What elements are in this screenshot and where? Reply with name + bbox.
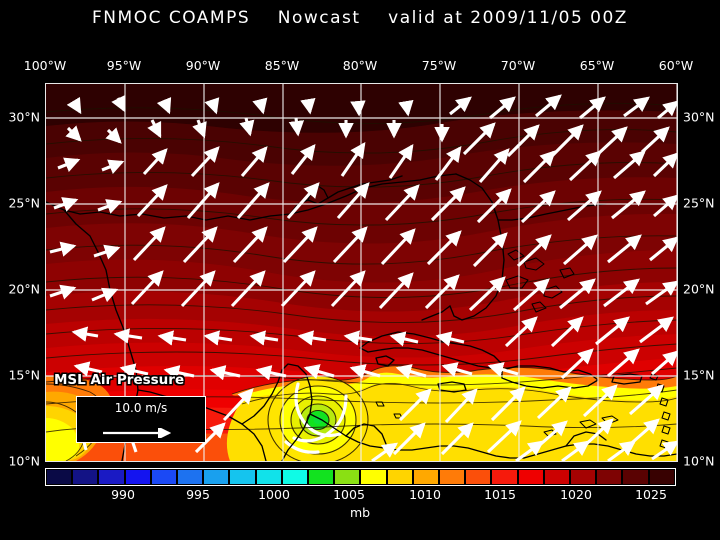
lat-tick-label: 10°N: [8, 453, 40, 469]
lat-tick-label: 20°N: [683, 281, 715, 297]
colorbar-cell[interactable]: [150, 469, 178, 485]
colorbar-cell[interactable]: [229, 469, 256, 485]
vector-key-arrow-icon: [103, 428, 172, 438]
lat-tick-label: 20°N: [8, 281, 40, 297]
map-panel[interactable]: MSL Air Pressure 10.0 m/s: [45, 83, 678, 462]
colorbar-cell[interactable]: [124, 469, 151, 485]
colorbar-tick-label: 995: [186, 487, 210, 502]
colorbar-cell[interactable]: [360, 469, 387, 485]
field-label: MSL Air Pressure: [54, 372, 185, 388]
colorbar-cell[interactable]: [255, 469, 282, 485]
colorbar-cell[interactable]: [648, 469, 675, 485]
colorbar-cell[interactable]: [543, 469, 571, 485]
lon-tick-label: 85°W: [264, 58, 300, 73]
colorbar-tick-label: 1025: [635, 487, 667, 502]
lat-tick-label: 30°N: [8, 109, 40, 125]
colorbar-cell[interactable]: [570, 469, 597, 485]
colorbar-cell[interactable]: [439, 469, 466, 485]
lon-tick-label: 60°W: [658, 58, 694, 73]
longitude-axis: 100°W 95°W 90°W 85°W 80°W 75°W 70°W 65°W…: [0, 58, 720, 74]
lat-tick-label: 15°N: [8, 367, 40, 383]
colorbar-cell[interactable]: [46, 469, 73, 485]
colorbar-cell[interactable]: [491, 469, 518, 485]
lon-tick-label: 80°W: [342, 58, 378, 73]
colorbar-cell[interactable]: [596, 469, 623, 485]
colorbar-cell[interactable]: [98, 469, 125, 485]
lat-tick-label: 10°N: [683, 453, 715, 469]
page-title: FNMOC COAMPS Nowcast valid at 2009/11/05…: [92, 8, 628, 28]
vector-key-box: 10.0 m/s: [76, 396, 206, 443]
colorbar-cell[interactable]: [177, 469, 204, 485]
colorbar-tick-label: 1000: [258, 487, 290, 502]
colorbar-tick-label: 1015: [484, 487, 516, 502]
colorbar-tick-labels: 990 995 1000 1005 1010 1015 1020 1025: [45, 487, 676, 505]
colorbar-cell[interactable]: [203, 469, 230, 485]
colorbar-cell[interactable]: [281, 469, 309, 485]
lon-tick-label: 90°W: [185, 58, 221, 73]
lat-tick-label: 25°N: [8, 195, 40, 211]
pressure-colorbar[interactable]: [45, 468, 676, 486]
colorbar-unit-label: mb: [349, 505, 371, 520]
lon-tick-label: 75°W: [421, 58, 457, 73]
lat-tick-label: 30°N: [683, 109, 715, 125]
lon-tick-label: 95°W: [106, 58, 142, 73]
colorbar-cell[interactable]: [517, 469, 544, 485]
colorbar-cell[interactable]: [72, 469, 99, 485]
colorbar-tick-label: 1010: [409, 487, 441, 502]
lon-tick-label: 65°W: [579, 58, 615, 73]
colorbar-tick-label: 990: [111, 487, 135, 502]
vector-key-label: 10.0 m/s: [114, 401, 168, 415]
colorbar-cell[interactable]: [334, 469, 361, 485]
colorbar-tick-label: 1005: [333, 487, 365, 502]
colorbar-cell[interactable]: [465, 469, 492, 485]
colorbar-cell[interactable]: [622, 469, 649, 485]
lon-tick-label: 100°W: [23, 58, 67, 73]
lat-tick-label: 25°N: [683, 195, 715, 211]
colorbar-tick-label: 1020: [560, 487, 592, 502]
colorbar-cell[interactable]: [386, 469, 413, 485]
colorbar-cell[interactable]: [412, 469, 440, 485]
lon-tick-label: 70°W: [500, 58, 536, 73]
lat-tick-label: 15°N: [683, 367, 715, 383]
wind-vector-layer: [49, 94, 677, 461]
colorbar-cell[interactable]: [308, 469, 335, 485]
